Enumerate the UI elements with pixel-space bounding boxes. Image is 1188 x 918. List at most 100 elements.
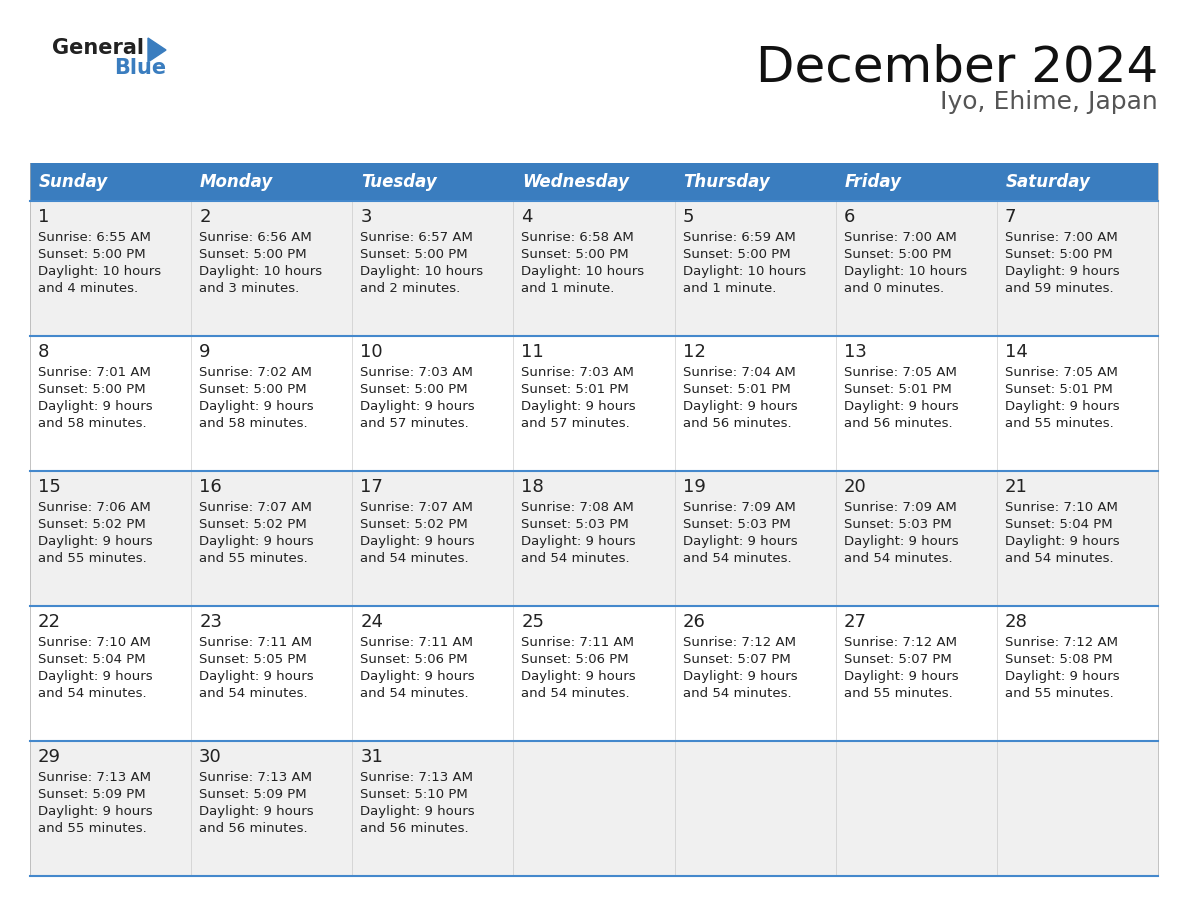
Text: Sunrise: 7:05 AM: Sunrise: 7:05 AM (1005, 366, 1118, 379)
Text: 19: 19 (683, 478, 706, 496)
Text: Sunset: 5:00 PM: Sunset: 5:00 PM (200, 383, 307, 396)
Text: and 55 minutes.: and 55 minutes. (1005, 417, 1113, 430)
Text: Sunrise: 6:56 AM: Sunrise: 6:56 AM (200, 231, 312, 244)
Bar (30, 606, 1158, 741)
Text: Daylight: 9 hours: Daylight: 9 hours (38, 805, 152, 818)
Text: 9: 9 (200, 343, 210, 361)
Text: Sunrise: 7:09 AM: Sunrise: 7:09 AM (843, 501, 956, 514)
Text: Sunset: 5:02 PM: Sunset: 5:02 PM (38, 518, 146, 531)
Text: and 59 minutes.: and 59 minutes. (1005, 282, 1113, 295)
Text: Sunset: 5:03 PM: Sunset: 5:03 PM (683, 518, 790, 531)
Text: Tuesday: Tuesday (361, 173, 437, 191)
Text: 6: 6 (843, 208, 855, 226)
Text: Sunrise: 7:10 AM: Sunrise: 7:10 AM (38, 636, 151, 649)
Text: Daylight: 10 hours: Daylight: 10 hours (843, 265, 967, 278)
Text: Sunrise: 7:12 AM: Sunrise: 7:12 AM (843, 636, 956, 649)
Text: 10: 10 (360, 343, 383, 361)
Text: Sunrise: 7:09 AM: Sunrise: 7:09 AM (683, 501, 795, 514)
Text: 27: 27 (843, 613, 867, 631)
Text: Sunrise: 7:11 AM: Sunrise: 7:11 AM (360, 636, 473, 649)
Text: 18: 18 (522, 478, 544, 496)
Text: Daylight: 9 hours: Daylight: 9 hours (1005, 670, 1119, 683)
Bar (30, 741, 1158, 876)
Text: Sunday: Sunday (39, 173, 108, 191)
Text: 14: 14 (1005, 343, 1028, 361)
Text: Friday: Friday (845, 173, 902, 191)
Text: Sunrise: 7:02 AM: Sunrise: 7:02 AM (200, 366, 312, 379)
Text: Sunset: 5:01 PM: Sunset: 5:01 PM (843, 383, 952, 396)
Text: Daylight: 9 hours: Daylight: 9 hours (522, 400, 636, 413)
Bar (30, 163, 191, 201)
Text: Sunset: 5:00 PM: Sunset: 5:00 PM (360, 383, 468, 396)
Text: 24: 24 (360, 613, 384, 631)
Text: Sunset: 5:09 PM: Sunset: 5:09 PM (200, 788, 307, 801)
Text: Sunset: 5:07 PM: Sunset: 5:07 PM (843, 653, 952, 666)
Bar (675, 163, 835, 201)
Text: Daylight: 9 hours: Daylight: 9 hours (843, 400, 959, 413)
Text: and 54 minutes.: and 54 minutes. (843, 552, 953, 565)
Text: Daylight: 9 hours: Daylight: 9 hours (683, 670, 797, 683)
Text: Daylight: 9 hours: Daylight: 9 hours (360, 670, 475, 683)
Text: 5: 5 (683, 208, 694, 226)
Text: Sunrise: 7:07 AM: Sunrise: 7:07 AM (200, 501, 312, 514)
Text: Sunrise: 7:10 AM: Sunrise: 7:10 AM (1005, 501, 1118, 514)
Text: Daylight: 9 hours: Daylight: 9 hours (200, 805, 314, 818)
Text: Sunrise: 7:00 AM: Sunrise: 7:00 AM (1005, 231, 1118, 244)
Text: Daylight: 9 hours: Daylight: 9 hours (38, 535, 152, 548)
Text: Daylight: 9 hours: Daylight: 9 hours (522, 535, 636, 548)
Text: Daylight: 9 hours: Daylight: 9 hours (1005, 265, 1119, 278)
Text: and 54 minutes.: and 54 minutes. (683, 687, 791, 700)
Text: and 58 minutes.: and 58 minutes. (200, 417, 308, 430)
Text: 4: 4 (522, 208, 533, 226)
Text: and 54 minutes.: and 54 minutes. (38, 687, 146, 700)
Text: Daylight: 9 hours: Daylight: 9 hours (200, 670, 314, 683)
Text: December 2024: December 2024 (756, 43, 1158, 91)
Text: and 57 minutes.: and 57 minutes. (522, 417, 630, 430)
Text: 26: 26 (683, 613, 706, 631)
Text: 8: 8 (38, 343, 50, 361)
Text: Sunrise: 7:08 AM: Sunrise: 7:08 AM (522, 501, 634, 514)
Text: Sunset: 5:00 PM: Sunset: 5:00 PM (1005, 248, 1112, 261)
Text: Sunset: 5:02 PM: Sunset: 5:02 PM (360, 518, 468, 531)
Text: Sunset: 5:05 PM: Sunset: 5:05 PM (200, 653, 307, 666)
Text: Sunset: 5:00 PM: Sunset: 5:00 PM (38, 383, 146, 396)
Text: Daylight: 9 hours: Daylight: 9 hours (38, 400, 152, 413)
Text: and 55 minutes.: and 55 minutes. (200, 552, 308, 565)
Text: Sunrise: 7:06 AM: Sunrise: 7:06 AM (38, 501, 151, 514)
Text: and 56 minutes.: and 56 minutes. (843, 417, 953, 430)
Text: and 54 minutes.: and 54 minutes. (522, 552, 630, 565)
Text: and 56 minutes.: and 56 minutes. (200, 822, 308, 835)
Bar (997, 163, 1158, 201)
Text: and 58 minutes.: and 58 minutes. (38, 417, 146, 430)
Text: Sunset: 5:10 PM: Sunset: 5:10 PM (360, 788, 468, 801)
Text: Sunrise: 7:03 AM: Sunrise: 7:03 AM (522, 366, 634, 379)
Text: and 1 minute.: and 1 minute. (522, 282, 615, 295)
Text: Iyo, Ehime, Japan: Iyo, Ehime, Japan (940, 90, 1158, 114)
Text: Sunset: 5:01 PM: Sunset: 5:01 PM (683, 383, 790, 396)
Text: 15: 15 (38, 478, 61, 496)
Text: Sunset: 5:03 PM: Sunset: 5:03 PM (522, 518, 630, 531)
Text: Sunset: 5:07 PM: Sunset: 5:07 PM (683, 653, 790, 666)
Text: Sunrise: 7:03 AM: Sunrise: 7:03 AM (360, 366, 473, 379)
Text: Daylight: 10 hours: Daylight: 10 hours (683, 265, 805, 278)
Text: and 55 minutes.: and 55 minutes. (1005, 687, 1113, 700)
Text: and 55 minutes.: and 55 minutes. (843, 687, 953, 700)
Text: Daylight: 9 hours: Daylight: 9 hours (360, 535, 475, 548)
Text: 13: 13 (843, 343, 866, 361)
Text: and 54 minutes.: and 54 minutes. (360, 552, 469, 565)
Text: Daylight: 9 hours: Daylight: 9 hours (843, 670, 959, 683)
Text: Monday: Monday (200, 173, 273, 191)
Text: Sunrise: 7:01 AM: Sunrise: 7:01 AM (38, 366, 151, 379)
Text: Sunrise: 7:12 AM: Sunrise: 7:12 AM (1005, 636, 1118, 649)
Text: and 54 minutes.: and 54 minutes. (1005, 552, 1113, 565)
Text: Daylight: 9 hours: Daylight: 9 hours (683, 400, 797, 413)
Text: 11: 11 (522, 343, 544, 361)
Text: Sunset: 5:06 PM: Sunset: 5:06 PM (360, 653, 468, 666)
Bar (191, 163, 353, 201)
Text: Sunrise: 7:13 AM: Sunrise: 7:13 AM (38, 771, 151, 784)
Text: 22: 22 (38, 613, 61, 631)
Text: Sunrise: 6:58 AM: Sunrise: 6:58 AM (522, 231, 634, 244)
Text: Daylight: 9 hours: Daylight: 9 hours (200, 400, 314, 413)
Text: 23: 23 (200, 613, 222, 631)
Text: and 4 minutes.: and 4 minutes. (38, 282, 138, 295)
